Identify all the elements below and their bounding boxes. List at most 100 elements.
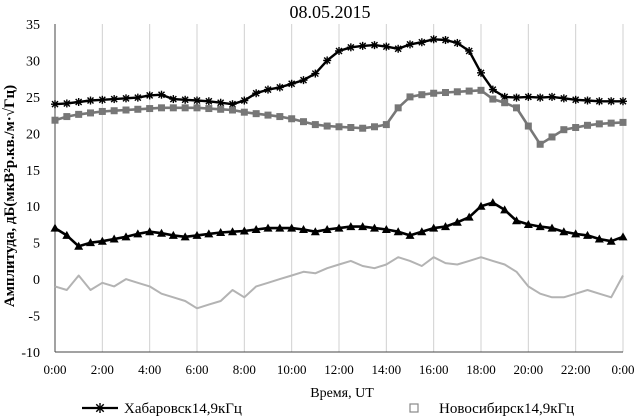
y-tick-label: 20	[26, 127, 40, 142]
data-point	[51, 100, 59, 109]
y-tick-label: 0	[33, 273, 40, 288]
data-point	[442, 89, 449, 97]
data-point	[335, 123, 343, 131]
y-tick-label: 5	[33, 237, 40, 252]
data-point	[98, 95, 107, 104]
series-2	[50, 198, 628, 250]
data-point	[417, 38, 426, 47]
data-point	[181, 95, 190, 104]
data-point	[122, 106, 130, 114]
data-point	[300, 118, 307, 126]
data-point	[169, 95, 178, 104]
data-point	[453, 38, 462, 47]
data-point	[109, 234, 119, 243]
data-point	[476, 201, 486, 210]
data-point	[334, 223, 344, 232]
data-point	[513, 104, 520, 112]
data-point	[75, 110, 83, 118]
data-point	[441, 222, 450, 231]
data-point	[559, 227, 569, 236]
x-tick-label: 10:00	[277, 362, 307, 377]
x-tick-label: 14:00	[372, 362, 402, 377]
data-point	[394, 44, 403, 53]
data-point	[86, 96, 95, 105]
data-point	[192, 230, 202, 239]
data-point	[86, 238, 95, 247]
data-point	[607, 119, 615, 127]
data-point	[619, 118, 627, 126]
data-point	[204, 97, 213, 106]
data-point	[251, 225, 261, 234]
y-tick-label: 30	[26, 54, 40, 69]
data-point	[394, 104, 402, 112]
data-point	[381, 225, 391, 234]
data-point	[134, 105, 142, 113]
x-tick-label: 18:00	[466, 362, 496, 377]
data-point	[110, 107, 118, 115]
data-point	[50, 223, 60, 232]
x-tick-label: 6:00	[185, 362, 208, 377]
y-tick-label: 15	[26, 164, 40, 179]
grid	[101, 24, 624, 352]
data-point	[500, 92, 509, 101]
data-point	[406, 93, 414, 101]
series-0	[51, 35, 627, 109]
data-point	[430, 89, 438, 97]
data-point	[382, 121, 390, 129]
data-point	[180, 232, 190, 241]
data-point	[488, 85, 497, 94]
data-point	[133, 93, 142, 102]
data-point	[275, 223, 285, 232]
data-point	[393, 227, 403, 236]
chart-title: 08.05.2015	[290, 2, 371, 22]
data-point	[287, 223, 297, 232]
data-point	[618, 232, 628, 241]
data-point	[288, 115, 296, 123]
data-point	[607, 97, 616, 106]
data-point	[572, 124, 580, 132]
data-point	[535, 222, 545, 231]
data-point	[158, 104, 165, 112]
data-point	[536, 93, 545, 102]
axes	[54, 24, 623, 353]
data-point	[157, 90, 166, 99]
legend-item: Новосибирск14,9кГц	[409, 401, 574, 417]
data-point	[216, 227, 226, 236]
data-point	[571, 95, 580, 104]
x-tick-label: 20:00	[514, 362, 544, 377]
data-point	[98, 107, 106, 115]
legend-swatch-marker	[95, 403, 105, 413]
data-point	[204, 229, 214, 238]
legend-label: Хабаровск14,9кГц	[124, 401, 242, 417]
data-point	[584, 121, 591, 129]
data-point	[465, 87, 473, 95]
data-point	[145, 227, 155, 236]
data-point	[370, 223, 379, 232]
legend-label: Новосибирск14,9кГц	[439, 401, 574, 417]
data-point	[560, 126, 568, 134]
data-point	[240, 96, 249, 105]
data-point	[465, 46, 474, 55]
data-point	[417, 227, 427, 236]
data-point	[110, 95, 119, 104]
data-point	[512, 216, 521, 225]
data-point	[500, 205, 510, 214]
data-point	[358, 222, 368, 231]
x-tick-label: 8:00	[233, 362, 256, 377]
data-point	[63, 113, 71, 121]
data-point	[74, 97, 83, 106]
data-point	[524, 92, 533, 101]
data-point	[489, 95, 497, 103]
series-1	[51, 86, 627, 148]
data-point	[347, 124, 355, 132]
data-point	[299, 225, 308, 234]
data-point	[594, 234, 604, 243]
x-tick-label: 12:00	[324, 362, 354, 377]
data-point	[358, 41, 367, 50]
data-point	[181, 104, 189, 112]
data-point	[122, 94, 130, 103]
series-layer	[50, 35, 628, 310]
data-point	[619, 97, 627, 106]
y-tick-label: 35	[26, 18, 40, 33]
